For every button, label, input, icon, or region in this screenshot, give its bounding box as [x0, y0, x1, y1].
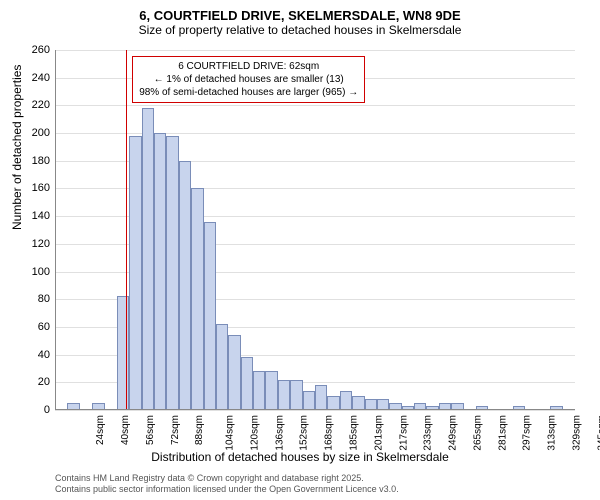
y-axis-line: [55, 50, 56, 410]
info-line-3: 98% of semi-detached houses are larger (…: [139, 86, 358, 99]
y-tick: 40: [20, 349, 50, 361]
y-tick: 180: [20, 155, 50, 167]
x-tick: 265sqm: [472, 415, 483, 451]
x-tick: 185sqm: [349, 415, 360, 451]
x-tick: 168sqm: [324, 415, 335, 451]
histogram-bar: [142, 108, 154, 410]
info-line-2: ← 1% of detached houses are smaller (13): [139, 73, 358, 86]
x-tick: 313sqm: [547, 415, 558, 451]
x-tick: 201sqm: [373, 415, 384, 451]
chart-subtitle: Size of property relative to detached ho…: [0, 23, 600, 41]
x-tick: 152sqm: [299, 415, 310, 451]
x-tick: 104sqm: [225, 415, 236, 451]
footer-attribution: Contains HM Land Registry data © Crown c…: [55, 473, 399, 496]
histogram-bar: [290, 380, 302, 410]
y-tick: 140: [20, 210, 50, 222]
histogram-bar: [327, 396, 339, 410]
histogram-bar: [352, 396, 364, 410]
x-tick: 297sqm: [522, 415, 533, 451]
histogram-bar: [216, 324, 228, 410]
property-marker-line: [126, 50, 127, 410]
histogram-bar: [253, 371, 265, 410]
histogram-bar: [228, 335, 240, 410]
x-tick: 233sqm: [423, 415, 434, 451]
histogram-bar: [204, 222, 216, 410]
x-tick: 281sqm: [497, 415, 508, 451]
y-tick: 260: [20, 44, 50, 56]
chart-container: 6, COURTFIELD DRIVE, SKELMERSDALE, WN8 9…: [0, 0, 600, 500]
histogram-bar: [129, 136, 141, 410]
footer-line-1: Contains HM Land Registry data © Crown c…: [55, 473, 399, 485]
x-tick: 56sqm: [145, 415, 156, 445]
x-tick: 120sqm: [250, 415, 261, 451]
histogram-bar: [265, 371, 277, 410]
histogram-bar: [340, 391, 352, 410]
x-tick: 345sqm: [596, 415, 600, 451]
y-tick: 160: [20, 182, 50, 194]
histogram-bar: [117, 296, 129, 410]
histogram-bar: [191, 188, 203, 410]
chart-plot-area: 6 COURTFIELD DRIVE: 62sqm ← 1% of detach…: [55, 50, 575, 410]
x-tick: 329sqm: [571, 415, 582, 451]
histogram-bar: [241, 357, 253, 410]
histogram-bar: [278, 380, 290, 410]
footer-line-2: Contains public sector information licen…: [55, 484, 399, 496]
grid-line: [55, 410, 575, 411]
y-tick: 220: [20, 99, 50, 111]
y-axis-label: Number of detached properties: [10, 65, 24, 230]
y-tick: 20: [20, 376, 50, 388]
chart-title: 6, COURTFIELD DRIVE, SKELMERSDALE, WN8 9…: [0, 0, 600, 23]
histogram-bar: [303, 391, 315, 410]
x-axis-label: Distribution of detached houses by size …: [0, 450, 600, 464]
histogram-bar: [154, 133, 166, 410]
y-tick: 240: [20, 72, 50, 84]
y-tick: 0: [20, 404, 50, 416]
x-tick: 40sqm: [120, 415, 131, 445]
y-tick: 60: [20, 321, 50, 333]
y-tick: 200: [20, 127, 50, 139]
x-tick: 136sqm: [274, 415, 285, 451]
y-tick: 100: [20, 266, 50, 278]
histogram-bar: [166, 136, 178, 410]
x-tick: 72sqm: [170, 415, 181, 445]
x-axis-line: [55, 409, 575, 410]
x-tick: 249sqm: [448, 415, 459, 451]
info-line-1: 6 COURTFIELD DRIVE: 62sqm: [139, 60, 358, 73]
histogram-bar: [179, 161, 191, 410]
x-tick: 88sqm: [194, 415, 205, 445]
property-info-box: 6 COURTFIELD DRIVE: 62sqm ← 1% of detach…: [132, 56, 365, 103]
x-tick: 24sqm: [95, 415, 106, 445]
histogram-bar: [315, 385, 327, 410]
y-tick: 80: [20, 293, 50, 305]
histogram-bars: [55, 50, 575, 410]
x-tick: 217sqm: [398, 415, 409, 451]
y-tick: 120: [20, 238, 50, 250]
